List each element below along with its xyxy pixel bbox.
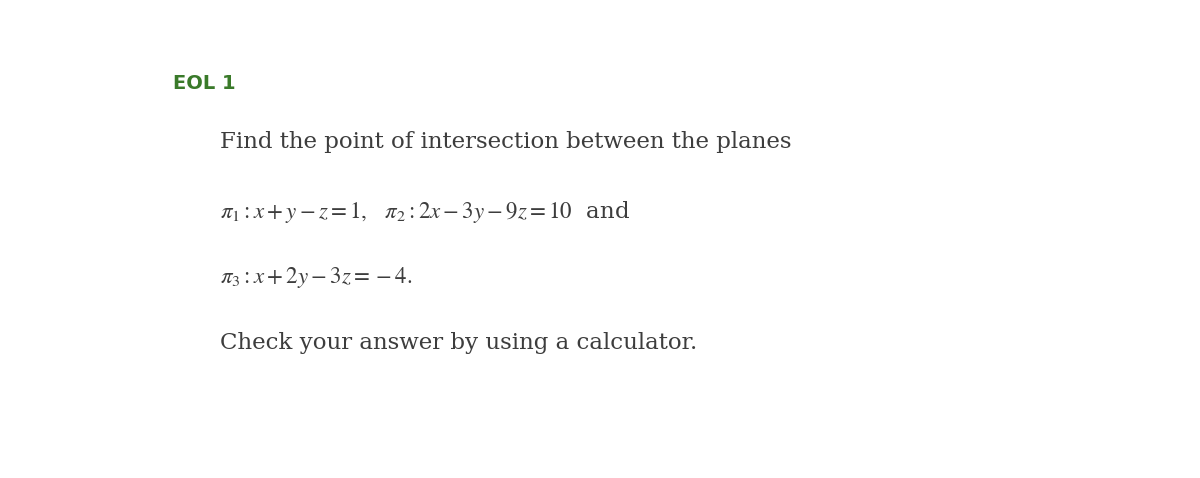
Text: $\pi_3 : x + 2y - 3z = -4.$: $\pi_3 : x + 2y - 3z = -4.$ (220, 265, 412, 290)
Text: EOL 1: EOL 1 (173, 74, 236, 93)
Text: Check your answer by using a calculator.: Check your answer by using a calculator. (220, 332, 697, 354)
Text: Find the point of intersection between the planes: Find the point of intersection between t… (220, 131, 791, 153)
Text: $\pi_1 : x + y - z = 1,$  $\pi_2 : 2x - 3y - 9z = 10$  and: $\pi_1 : x + y - z = 1,$ $\pi_2 : 2x - 3… (220, 199, 630, 225)
